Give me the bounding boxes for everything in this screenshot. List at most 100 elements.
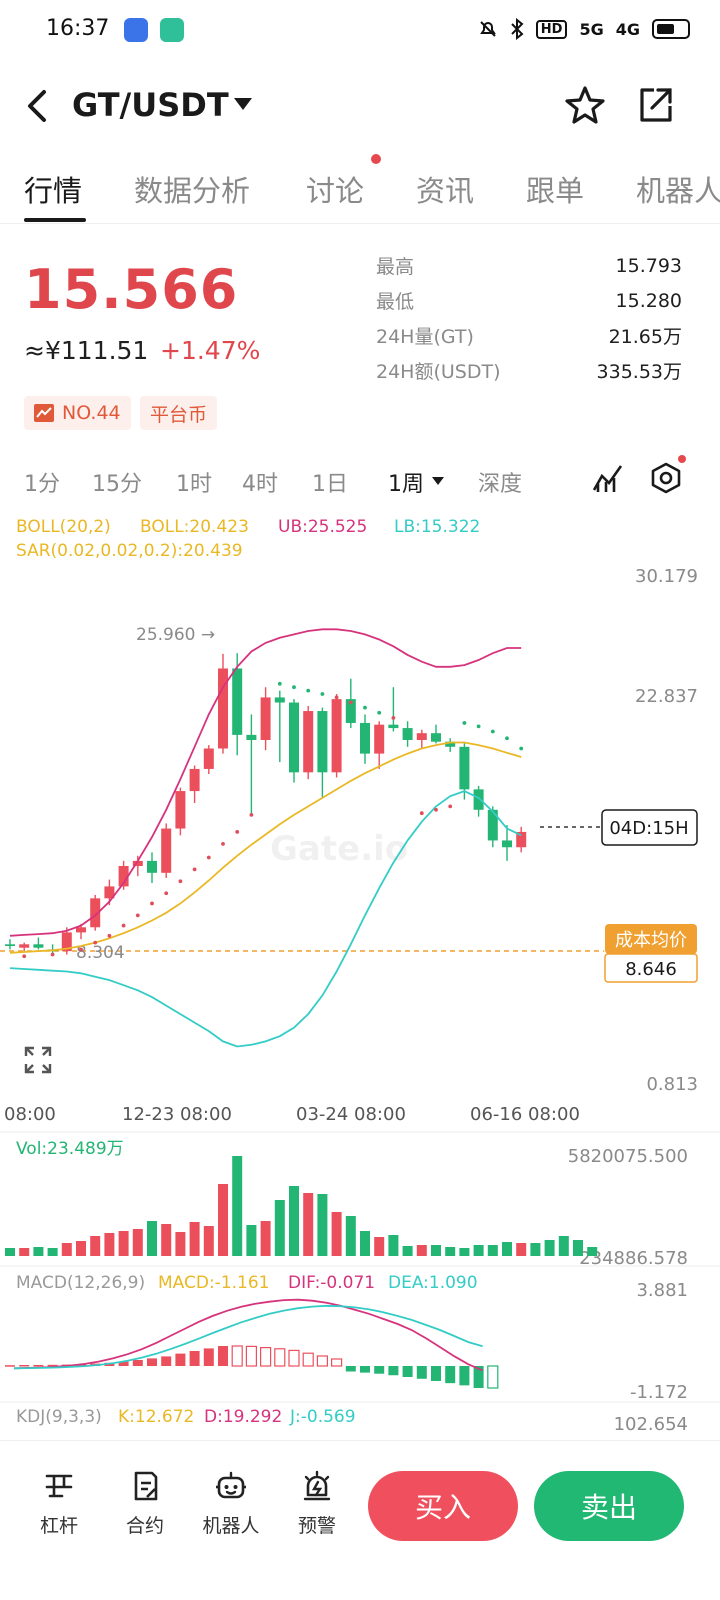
app-notification-icon-2 xyxy=(160,18,184,42)
sar-dot xyxy=(462,721,467,725)
sar-dot xyxy=(519,746,524,751)
interval-1w[interactable]: 1周 xyxy=(388,472,424,497)
indicator-chart-icon[interactable] xyxy=(590,460,626,496)
candle-body xyxy=(104,886,115,899)
settings-hexagon-icon[interactable] xyxy=(648,460,684,496)
pair-title[interactable]: GT/USDT xyxy=(72,86,229,124)
candle-body xyxy=(360,722,370,754)
macd-bar xyxy=(288,1349,300,1367)
nav-alerts[interactable]: 预警 xyxy=(282,1469,352,1538)
alarm-icon xyxy=(303,1470,331,1501)
countdown-label: 04D:15H xyxy=(609,818,688,839)
back-arrow-icon[interactable] xyxy=(20,86,56,126)
interval-1m[interactable]: 1分 xyxy=(24,472,60,497)
volume-bar xyxy=(246,1225,257,1256)
sar-dot xyxy=(121,923,126,928)
volume-bar xyxy=(459,1248,470,1256)
macd-bar xyxy=(118,1361,129,1366)
candle-body xyxy=(218,668,228,749)
candle-body xyxy=(345,699,356,723)
volume-bar xyxy=(232,1156,243,1256)
x-axis-label-4: 06-16 08:00 xyxy=(470,1104,580,1125)
volume-max: 5820075.500 xyxy=(568,1146,688,1167)
boll-lower-line xyxy=(9,790,522,1048)
category-badge[interactable]: 平台币 xyxy=(140,396,218,430)
tab-market[interactable]: 行情 xyxy=(24,174,83,208)
candle-body xyxy=(260,697,271,740)
tab-discussion[interactable]: 讨论 xyxy=(306,174,365,208)
candle-body xyxy=(473,789,484,810)
candle-body xyxy=(274,697,285,703)
candle-body xyxy=(402,728,413,740)
interval-1h[interactable]: 1时 xyxy=(176,472,212,497)
candle-body xyxy=(90,898,101,928)
kdj-d: D:19.292 xyxy=(204,1407,282,1427)
volume-bar xyxy=(161,1224,172,1256)
candle-body xyxy=(289,702,299,773)
sar-dot xyxy=(448,804,453,809)
nav-bots[interactable]: 机器人 xyxy=(196,1469,266,1538)
volume-bar xyxy=(345,1216,356,1256)
stat-24h-turnover: 24H额(USDT) 335.53万 xyxy=(376,361,682,383)
category-label: 平台币 xyxy=(150,403,208,426)
contract-icon xyxy=(134,1471,158,1501)
candle-body xyxy=(416,733,427,740)
candle-body xyxy=(516,831,527,848)
kline-chart[interactable]: BOLL(20,2) BOLL:20.423 UB:25.525 LB:15.3… xyxy=(0,508,720,1440)
candle-body xyxy=(147,860,157,873)
interval-dropdown-icon[interactable] xyxy=(432,477,444,485)
sell-button[interactable]: 卖出 xyxy=(534,1471,684,1541)
macd-bar xyxy=(316,1355,328,1367)
volume-bar xyxy=(147,1221,157,1256)
volume-bar xyxy=(544,1240,555,1256)
rank-badge[interactable]: NO.44 xyxy=(24,396,131,430)
x-axis-label-3: 03-24 08:00 xyxy=(296,1104,406,1125)
macd-bar xyxy=(245,1345,257,1367)
depth-tab[interactable]: 深度 xyxy=(478,472,523,497)
interval-1d[interactable]: 1日 xyxy=(312,472,348,497)
macd-bar xyxy=(189,1351,200,1366)
max-price-label: 25.960 → xyxy=(136,625,215,645)
nav-futures[interactable]: 合约 xyxy=(110,1469,180,1538)
share-icon[interactable] xyxy=(634,84,676,126)
x-axis-label-1: 08:00 xyxy=(4,1104,56,1125)
stat-24h-volume: 24H量(GT) 21.65万 xyxy=(376,326,682,348)
interval-15m[interactable]: 15分 xyxy=(92,472,142,497)
nav-margin[interactable]: 杠杆 xyxy=(24,1469,94,1538)
tab-news[interactable]: 资讯 xyxy=(416,174,475,208)
watermark: Gate.io xyxy=(270,829,408,869)
sar-dot xyxy=(277,681,282,686)
sar-value: SAR(0.02,0.02,0.2):20.439 xyxy=(16,541,243,561)
volume-bar xyxy=(5,1248,15,1256)
sar-dot xyxy=(192,867,197,872)
app-notification-icon xyxy=(124,18,148,42)
tab-copy-trading[interactable]: 跟单 xyxy=(526,174,585,208)
macd-bar xyxy=(374,1366,385,1374)
volume-bar xyxy=(47,1248,58,1256)
pair-dropdown-icon[interactable] xyxy=(234,98,252,110)
tab-data-analysis[interactable]: 数据分析 xyxy=(134,174,251,208)
volume-bar xyxy=(473,1245,484,1256)
x-axis-label-2: 12-23 08:00 xyxy=(122,1104,232,1125)
sar-dot xyxy=(50,952,55,957)
volume-bar xyxy=(558,1236,569,1256)
tab-bots[interactable]: 机器人 xyxy=(636,174,720,208)
sar-dot xyxy=(235,830,240,834)
candle-body xyxy=(76,927,86,933)
macd-params: MACD(12,26,9) xyxy=(16,1273,145,1293)
volume-bar xyxy=(587,1247,598,1256)
interval-4h[interactable]: 4时 xyxy=(242,472,278,497)
macd-max: 3.881 xyxy=(636,1280,688,1301)
macd-bar xyxy=(360,1366,370,1373)
buy-button[interactable]: 买入 xyxy=(368,1471,518,1541)
volume-bar xyxy=(76,1241,86,1256)
volume-bar xyxy=(61,1243,72,1256)
expand-chart-icon[interactable] xyxy=(24,1046,52,1074)
sar-dot xyxy=(348,700,353,705)
volume-bar xyxy=(445,1247,456,1256)
settings-notification-dot xyxy=(678,455,686,463)
favorite-star-icon[interactable] xyxy=(564,84,606,126)
macd-dea-line xyxy=(13,1304,483,1370)
bluetooth-icon xyxy=(511,18,524,40)
sar-dot xyxy=(164,891,169,896)
